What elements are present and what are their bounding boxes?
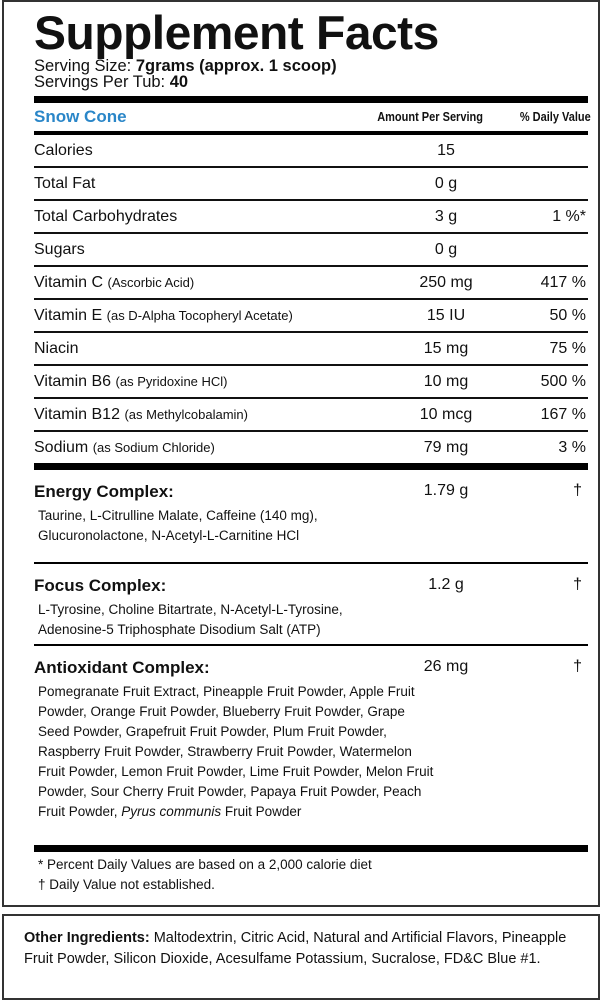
nutrient-name: Vitamin E (as D-Alpha Tocopheryl Acetate… [34, 306, 293, 324]
complex-section: Antioxidant Complex: 26 mg † Pomegranate… [34, 646, 588, 841]
servings-per-tub: Servings Per Tub: 40 [34, 73, 588, 91]
nutrient-amount: 10 mcg [419, 405, 473, 423]
nutrient-amount: 15 mg [423, 339, 469, 357]
other-ingredients-panel: Other Ingredients: Maltodextrin, Citric … [2, 914, 600, 1000]
servings-label: Servings Per Tub: [34, 73, 166, 91]
other-ingredients-label: Other Ingredients: [24, 930, 150, 946]
divider [34, 644, 588, 646]
divider [34, 131, 588, 135]
other-ingredients: Other Ingredients: Maltodextrin, Citric … [24, 928, 586, 970]
divider [34, 845, 588, 852]
nutrient-name: Sugars [34, 240, 85, 258]
nutrient-table: Calories 15 Total Fat 0 g Total Carbohyd… [34, 135, 588, 463]
nutrient-name: Sodium (as Sodium Chloride) [34, 438, 215, 456]
complex-dv: † [573, 658, 582, 675]
nutrient-row: Calories 15 [34, 135, 588, 168]
nutrient-amount: 0 g [434, 240, 458, 258]
nutrient-row: Total Fat 0 g [34, 168, 588, 201]
nutrient-row: Sugars 0 g [34, 234, 588, 267]
complex-section: Focus Complex: 1.2 g † L-Tyrosine, Choli… [34, 564, 588, 644]
nutrient-name: Total Carbohydrates [34, 207, 178, 225]
nutrient-amount: 250 mg [419, 273, 473, 291]
divider [34, 96, 588, 103]
serving-size-value: 7grams (approx. 1 scoop) [135, 57, 337, 75]
nutrient-name: Total Fat [34, 174, 96, 192]
complex-amount: 1.2 g [428, 576, 464, 593]
column-header: Snow Cone Amount Per Serving % Daily Val… [34, 103, 592, 131]
complex-amount: 1.79 g [423, 482, 469, 499]
nutrient-name: Calories [34, 141, 93, 159]
serving-size-label: Serving Size: [34, 57, 132, 75]
complex-dv: † [573, 576, 582, 593]
footnote-percent: * Percent Daily Values are based on a 2,… [38, 857, 372, 872]
complex-ingredients: Taurine, L-Citrulline Malate, Caffeine (… [38, 508, 318, 543]
nutrient-row: Sodium (as Sodium Chloride) 79 mg 3 % [34, 432, 588, 463]
nutrient-amount: 79 mg [423, 438, 469, 456]
complex-name: Antioxidant Complex: [34, 658, 210, 677]
complex-ingredients: Pomegranate Fruit Extract, Pineapple Fru… [38, 684, 434, 819]
amount-header: Amount Per Serving [377, 110, 483, 124]
complex-ingredients: L-Tyrosine, Choline Bitartrate, N-Acetyl… [38, 602, 343, 637]
nutrient-row: Vitamin E (as D-Alpha Tocopheryl Acetate… [34, 300, 588, 333]
nutrient-dv: 3 % [558, 438, 586, 456]
other-ingredients-text: Maltodextrin, Citric Acid, Natural and A… [24, 930, 567, 967]
nutrient-amount: 0 g [434, 174, 458, 192]
complex-name: Focus Complex: [34, 576, 167, 595]
nutrient-dv: 75 % [549, 339, 586, 357]
supplement-facts-panel: Supplement Facts Serving Size: 7grams (a… [2, 0, 600, 907]
footnote-dagger: † Daily Value not established. [38, 877, 215, 892]
divider [34, 562, 588, 564]
nutrient-name: Vitamin B6 (as Pyridoxine HCl) [34, 372, 228, 390]
nutrient-row: Total Carbohydrates 3 g 1 %* [34, 201, 588, 234]
nutrient-row: Vitamin B6 (as Pyridoxine HCl) 10 mg 500… [34, 366, 588, 399]
flavor-name: Snow Cone [34, 107, 127, 126]
nutrient-amount: 15 [437, 141, 455, 159]
divider [34, 463, 588, 470]
nutrient-name: Vitamin B12 (as Methylcobalamin) [34, 405, 248, 423]
nutrient-dv: 167 % [540, 405, 586, 423]
nutrient-row: Vitamin B12 (as Methylcobalamin) 10 mcg … [34, 399, 588, 432]
nutrient-amount: 15 IU [426, 306, 466, 324]
nutrient-name: Vitamin C (Ascorbic Acid) [34, 273, 195, 291]
nutrient-name: Niacin [34, 339, 79, 357]
complex-list: Energy Complex: 1.79 g † Taurine, L-Citr… [34, 470, 588, 841]
dv-header: % Daily Value [520, 110, 592, 124]
nutrient-amount: 3 g [434, 207, 458, 225]
nutrient-amount: 10 mg [423, 372, 469, 390]
servings-value: 40 [169, 73, 189, 91]
nutrient-dv: 50 % [549, 306, 586, 324]
complex-amount: 26 mg [423, 658, 469, 675]
nutrient-dv: 417 % [540, 273, 586, 291]
nutrient-row: Niacin 15 mg 75 % [34, 333, 588, 366]
nutrient-row: Vitamin C (Ascorbic Acid) 250 mg 417 % [34, 267, 588, 300]
complex-name: Energy Complex: [34, 482, 174, 501]
panel-title: Supplement Facts [34, 6, 439, 59]
nutrient-dv: 500 % [540, 372, 586, 390]
complex-dv: † [573, 482, 582, 499]
serving-size: Serving Size: 7grams (approx. 1 scoop) [34, 57, 588, 75]
nutrient-dv: 1 %* [552, 207, 586, 225]
complex-section: Energy Complex: 1.79 g † Taurine, L-Citr… [34, 470, 588, 562]
